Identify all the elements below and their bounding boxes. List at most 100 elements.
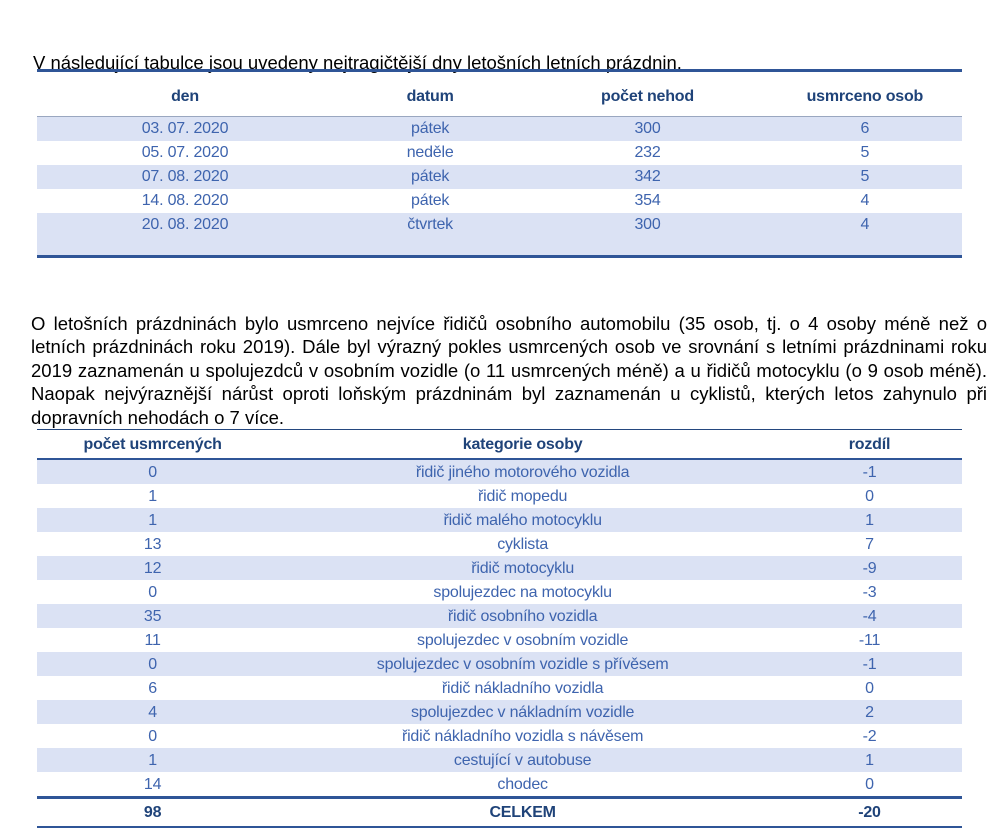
table-row: 0 spolujezdec v osobním vozidle s přívěse…	[37, 652, 962, 676]
table-cell: -3	[862, 584, 877, 601]
table-tragic-days: den datum počet nehod usmrceno osob 03. 07.…	[37, 69, 962, 258]
table-cell: pátek	[411, 192, 450, 209]
table-cell: spolujezdec v osobním vozidle	[417, 632, 629, 649]
table-cell: 300	[634, 120, 661, 137]
header-row: den datum počet nehod usmrceno osob	[37, 70, 962, 117]
column-header: usmrceno osob	[767, 70, 962, 117]
table-cell: 0	[865, 776, 874, 793]
table-cell: 354	[634, 192, 661, 209]
table-cell: -1	[862, 656, 877, 673]
table-row: 0 řidič nákladního vozidla s návěsem -2	[37, 724, 962, 748]
table-cell: spolujezdec v osobním vozidle s přívěsem	[376, 656, 669, 673]
table-row: 6 řidič nákladního vozidla 0	[37, 676, 962, 700]
table-row: 14. 08. 2020 pátek 354 4	[37, 189, 962, 213]
summary-paragraph: O letošních prázdninách bylo usmrceno ne…	[31, 312, 987, 428]
table-casualties-header: počet usmrcených kategorie osoby rozdíl	[37, 429, 962, 460]
table-row: 4 spolujezdec v nákladním vozidle 2	[37, 700, 962, 724]
table-cell: -2	[862, 728, 877, 745]
column-header: datum	[333, 70, 528, 117]
table-cell: řidič nákladního vozidla	[441, 680, 604, 697]
table-cell: 0	[148, 656, 157, 673]
table-row: 14 chodec 0	[37, 772, 962, 798]
table-cell: -1	[862, 464, 877, 481]
table-cell: 1	[865, 752, 874, 769]
table-cell: 11	[144, 632, 161, 649]
table-cell: řidič jiného motorového vozidla	[415, 464, 630, 481]
table-cell: 0	[865, 680, 874, 697]
total-row: 98 CELKEM -20	[37, 796, 962, 828]
table-row: 0 řidič jiného motorového vozidla -1	[37, 459, 962, 484]
header-row: počet usmrcených kategorie osoby rozdíl	[37, 429, 962, 460]
table-row: 1 řidič malého motocyklu 1	[37, 508, 962, 532]
table-cell: 35	[143, 608, 162, 625]
table-row: 07. 08. 2020 pátek 342 5	[37, 165, 962, 189]
total-cell: 98	[37, 796, 269, 828]
column-header: den	[37, 70, 333, 117]
table-row: 05. 07. 2020 neděle 232 5	[37, 141, 962, 165]
table-casualties-by-category: počet usmrcených kategorie osoby rozdíl 0 ř…	[37, 429, 962, 828]
table-cell: řidič malého motocyklu	[443, 512, 602, 529]
table-cell: 6	[148, 680, 157, 697]
column-header: kategorie osoby	[268, 429, 777, 460]
table-cell: 07. 08. 2020	[141, 168, 229, 185]
table-cell: pátek	[411, 168, 450, 185]
table-row: 1 cestující v autobuse 1	[37, 748, 962, 772]
column-header: počet usmrcených	[37, 429, 269, 460]
table-cell: řidič mopedu	[478, 488, 568, 505]
table-casualties-body: 0 řidič jiného motorového vozidla -1 1 řidič…	[37, 459, 962, 798]
total-cell: -20	[777, 796, 962, 828]
table-row: 1 řidič mopedu 0	[37, 484, 962, 508]
table-cell: 0	[148, 728, 157, 745]
table-cell: 14. 08. 2020	[141, 192, 229, 209]
table-cell: 4	[860, 216, 870, 233]
table-cell: -11	[858, 632, 881, 649]
table-cell: 0	[148, 464, 157, 481]
table-cell: 20. 08. 2020	[141, 216, 229, 233]
table-row: 12 řidič motocyklu -9	[37, 556, 962, 580]
table-cell: cyklista	[497, 536, 549, 553]
table-cell: 0	[148, 584, 157, 601]
table-cell: 4	[860, 192, 870, 209]
table-casualties-total: 98 CELKEM -20	[37, 796, 962, 828]
table-cell: chodec	[497, 776, 548, 793]
total-cell: CELKEM	[268, 796, 777, 828]
table-cell: 05. 07. 2020	[141, 144, 229, 161]
table-cell: 1	[148, 752, 157, 769]
table-cell: 0	[865, 488, 874, 505]
table-cell: 300	[634, 216, 661, 233]
table-cell: čtvrtek	[407, 216, 453, 233]
table-cell: řidič nákladního vozidla s návěsem	[401, 728, 644, 745]
table-row: 11 spolujezdec v osobním vozidle -11	[37, 628, 962, 652]
table-cell: 1	[148, 488, 157, 505]
table-cell: 5	[860, 168, 870, 185]
column-header: počet nehod	[527, 70, 768, 117]
table-row: 03. 07. 2020 pátek 300 6	[37, 116, 962, 141]
table-row: 35 řidič osobního vozidla -4	[37, 604, 962, 628]
table-row: 0 spolujezdec na motocyklu -3	[37, 580, 962, 604]
table-cell: neděle	[406, 144, 454, 161]
table-cell: spolujezdec v nákladním vozidle	[410, 704, 635, 721]
table-cell: 1	[148, 512, 157, 529]
table-cell: 03. 07. 2020	[141, 120, 229, 137]
table-cell: 1	[865, 512, 874, 529]
table-cell: řidič osobního vozidla	[447, 608, 598, 625]
table-tragic-days-body: 03. 07. 2020 pátek 300 6 05. 07. 2020 neděle 2…	[37, 116, 962, 257]
table-cell: řidič motocyklu	[471, 560, 575, 577]
table-cell: spolujezdec na motocyklu	[433, 584, 612, 601]
table-cell: 7	[865, 536, 874, 553]
table-cell: 13	[143, 536, 162, 553]
intro-sentence: V následující tabulce jsou uvedeny nejtr…	[33, 51, 682, 73]
column-header: rozdíl	[777, 429, 962, 460]
table-cell: 6	[860, 120, 870, 137]
table-cell: 2	[865, 704, 874, 721]
table-cell: 12	[143, 560, 162, 577]
table-cell: -4	[862, 608, 877, 625]
table-cell: cestující v autobuse	[453, 752, 592, 769]
table-cell: pátek	[411, 120, 450, 137]
table-cell: 14	[143, 776, 162, 793]
table-cell: 342	[634, 168, 661, 185]
table-row: 20. 08. 2020 čtvrtek 300 4	[37, 213, 962, 257]
table-cell: 5	[860, 144, 870, 161]
table-tragic-days-header: den datum počet nehod usmrceno osob	[37, 70, 962, 117]
table-cell: -9	[862, 560, 877, 577]
